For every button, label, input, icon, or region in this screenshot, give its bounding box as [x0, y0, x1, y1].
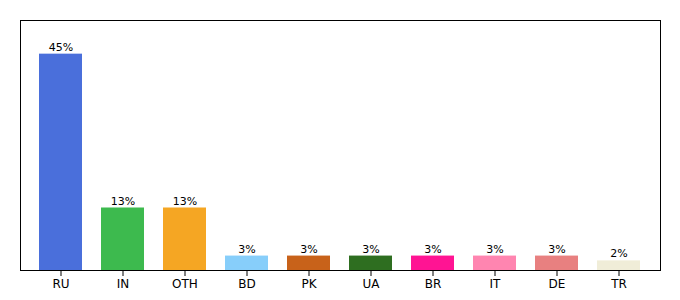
svg-text:RU: RU	[52, 277, 69, 291]
svg-text:IN: IN	[117, 277, 130, 291]
svg-text:3%: 3%	[238, 243, 255, 256]
svg-text:BR: BR	[425, 277, 442, 291]
svg-text:PK: PK	[301, 277, 317, 291]
svg-text:3%: 3%	[548, 243, 565, 256]
svg-text:OTH: OTH	[172, 277, 198, 291]
svg-text:13%: 13%	[173, 195, 197, 208]
svg-text:3%: 3%	[362, 243, 379, 256]
svg-text:BD: BD	[238, 277, 255, 291]
svg-text:DE: DE	[549, 277, 566, 291]
svg-text:45%: 45%	[49, 41, 73, 54]
svg-text:2%: 2%	[610, 247, 627, 260]
svg-text:IT: IT	[490, 277, 502, 291]
svg-text:TR: TR	[610, 277, 627, 291]
svg-text:UA: UA	[363, 277, 381, 291]
svg-text:13%: 13%	[111, 195, 135, 208]
svg-text:3%: 3%	[424, 243, 441, 256]
svg-text:3%: 3%	[486, 243, 503, 256]
svg-text:3%: 3%	[300, 243, 317, 256]
